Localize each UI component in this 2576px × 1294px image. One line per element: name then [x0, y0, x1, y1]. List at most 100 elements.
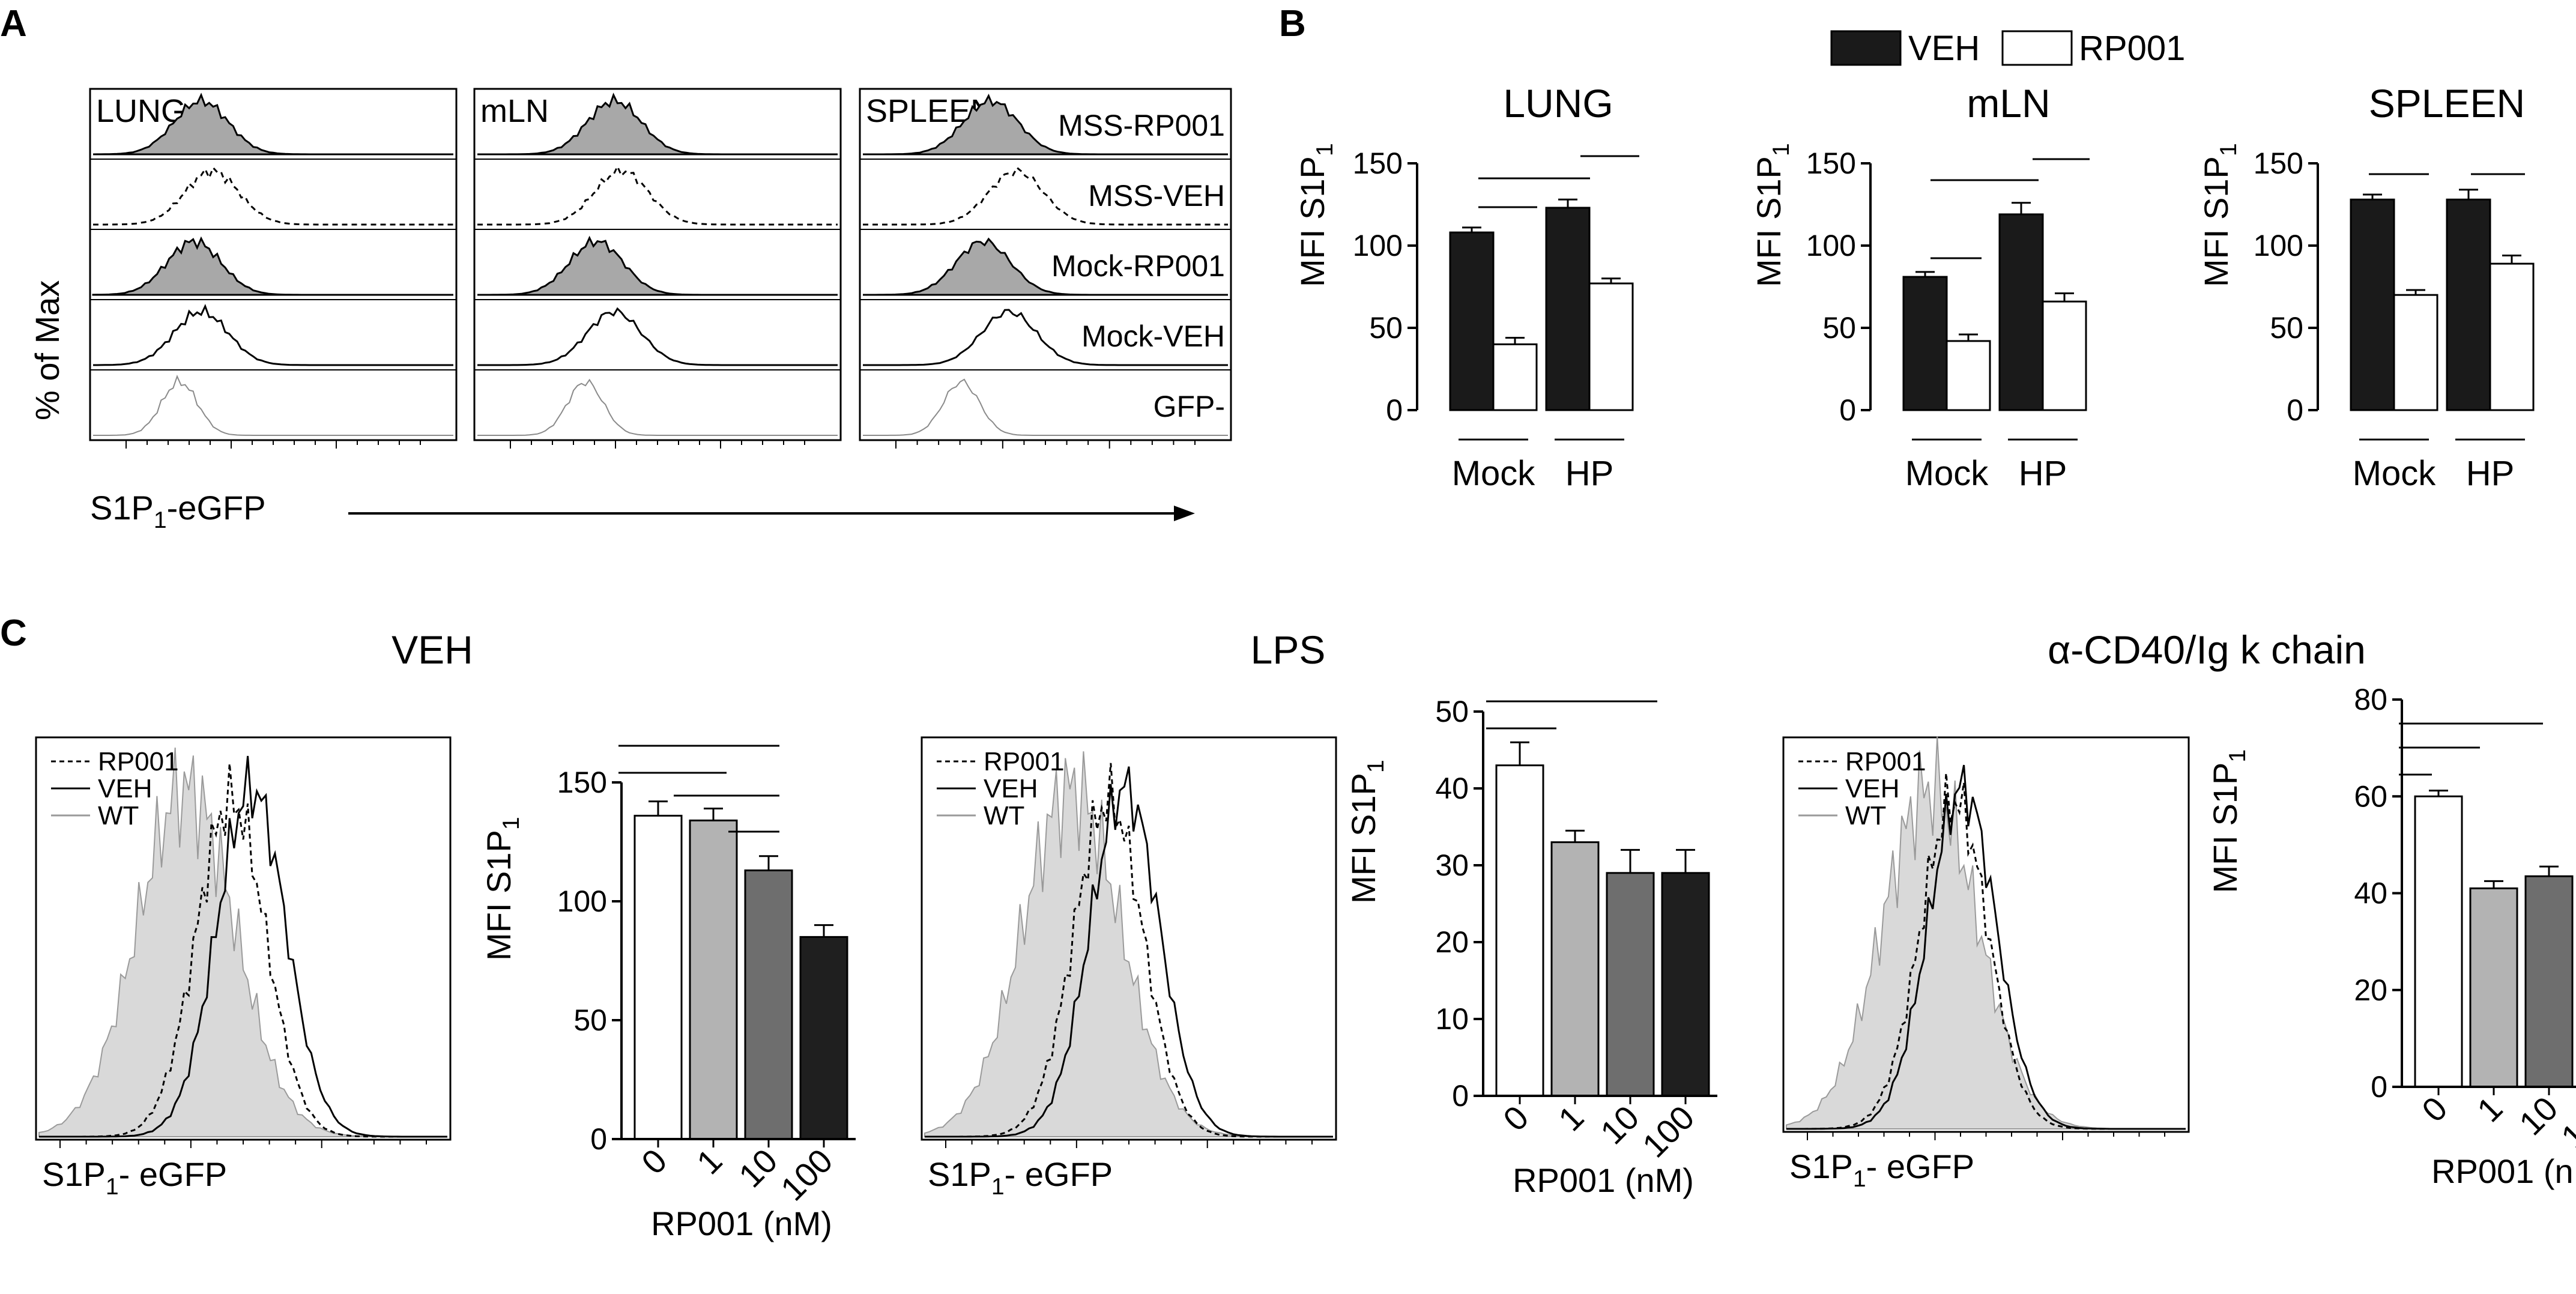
panel-label-a: A — [0, 3, 27, 44]
c-lps-bar-0 — [1495, 764, 1544, 1097]
c-lps-hist-xlabel-main: S1P — [928, 1155, 991, 1193]
c-lps-x-tick-label-10: 10 — [1593, 1098, 1646, 1152]
b-lung-ylabel: MFI S1P1 — [1293, 143, 1338, 287]
c-veh-bar-0 — [633, 814, 683, 1140]
c-veh-x-tick-label-10: 10 — [731, 1141, 785, 1195]
y-tick-label: 40 — [2354, 877, 2387, 910]
histogram-spleen-gfp- — [863, 378, 1228, 436]
y-tick-label: 100 — [1806, 229, 1856, 262]
chart-b-lung: LUNG 0 50 100 150 MFI S1P1 Mock HP — [1293, 81, 1639, 493]
y-tick-label: 100 — [2254, 229, 2303, 262]
histogram-lung-gfp- — [93, 375, 453, 436]
y-tick-label: 150 — [1353, 147, 1403, 180]
y-tick-label: 10 — [1435, 1002, 1469, 1036]
y-tick-label: 50 — [1435, 695, 1469, 728]
c-cd40-bar-0 — [2414, 795, 2463, 1088]
y-tick-label: 100 — [1353, 229, 1403, 262]
chart-b-mln: mLN 0 50 100 150 MFI S1P1 Mock HP — [1750, 81, 2090, 493]
b-mln-group-label-mock: Mock — [1905, 454, 1989, 493]
c-cd40-hist-xlabel-sub: 1 — [1853, 1166, 1866, 1192]
c-veh-xlabel: RP001 (nM) — [651, 1205, 832, 1242]
c-cd40-bar-10 — [2524, 875, 2574, 1088]
y-tick-label: 150 — [1806, 147, 1856, 180]
b-spleen-bar-mock-rp001 — [2393, 294, 2438, 411]
c-veh-x-tick-label-100: 100 — [773, 1141, 840, 1208]
y-tick-label: 0 — [1452, 1079, 1469, 1113]
c-lps-hist-xlabel-suffix: - eGFP — [1005, 1155, 1113, 1193]
histogram-mln-mock-rp001 — [477, 235, 838, 296]
y-tick-label: 40 — [1435, 772, 1469, 805]
c-cd40-legend-label: VEH — [1845, 774, 1899, 803]
c-veh-legend-label: WT — [98, 801, 139, 830]
histogram-mln-mock-veh — [477, 307, 838, 366]
histogram-spleen-mss-veh — [863, 166, 1228, 226]
c-veh-bar-100 — [799, 936, 848, 1140]
b-mln-bar-mock-rp001 — [1946, 340, 1991, 411]
b-lung-group-label-mock: Mock — [1452, 454, 1536, 493]
legend-veh-swatch — [1830, 30, 1902, 66]
panel-label-c: C — [0, 612, 27, 654]
y-tick-label: 150 — [557, 766, 607, 799]
y-tick-label: 20 — [1435, 925, 1469, 959]
c-veh-hist-xlabel: S1P1- eGFP — [42, 1155, 227, 1200]
c-lps-legend-label: RP001 — [984, 747, 1065, 776]
c-lps-x-tick-label-100: 100 — [1635, 1098, 1702, 1165]
panel-a-ylabel: % of Max — [28, 280, 66, 420]
b-mln-bar-mock-veh — [1902, 276, 1948, 411]
c-cd40-x-tick-label-1: 1 — [2470, 1089, 2510, 1129]
y-tick-label: 0 — [1386, 393, 1403, 427]
c-cd40-legend-label: RP001 — [1845, 747, 1926, 776]
c-veh-hist-xlabel-suffix: - eGFP — [119, 1155, 227, 1193]
c-lps-xlabel: RP001 (nM) — [1513, 1161, 1694, 1199]
c-veh-hist-xlabel-sub: 1 — [106, 1174, 119, 1200]
c-lps-ylabel-sub: 1 — [1363, 760, 1389, 773]
c-lps-x-tick-label-1: 1 — [1551, 1098, 1591, 1138]
histogram-lung-mss-veh — [93, 166, 453, 226]
x-arrow-head — [1174, 506, 1195, 521]
panel-a-xlabel-suffix: -eGFP — [167, 489, 266, 527]
histogram-lung-mss-rp001 — [92, 92, 453, 156]
b-spleen-bar-mock-veh — [2350, 198, 2395, 411]
c-lps-ylabel-main: MFI S1P — [1344, 773, 1382, 904]
c-veh-title: VEH — [392, 627, 473, 672]
y-tick-label: 50 — [573, 1003, 607, 1037]
c-veh-legend-label: RP001 — [98, 747, 179, 776]
c-lps-legend-label: WT — [984, 801, 1024, 830]
y-tick-label: 50 — [1822, 311, 1856, 345]
y-tick-label: 100 — [557, 884, 607, 918]
row-label-gfp-: GFP- — [1153, 390, 1225, 423]
c-lps-hist-veh — [925, 766, 1333, 1138]
legend-b: VEH RP001 — [1830, 29, 2185, 68]
b-spleen-bar-hp-veh — [2446, 198, 2491, 411]
y-tick-label: 50 — [1369, 311, 1403, 345]
b-spleen-ylabel: MFI S1P1 — [2197, 143, 2242, 287]
panel-label-b: B — [1279, 3, 1306, 44]
b-mln-ylabel-main: MFI S1P — [1750, 156, 1788, 287]
y-tick-label: 0 — [2287, 393, 2303, 427]
c-lps-bar-1 — [1550, 841, 1600, 1097]
c-lps-hist-xlabel-sub: 1 — [991, 1174, 1005, 1200]
c-lps-bar-10 — [1606, 872, 1655, 1097]
c-cd40-bar-1 — [2469, 887, 2518, 1088]
c-lps-legend-label: VEH — [984, 774, 1038, 803]
c-cd40-hist-veh — [1786, 764, 2186, 1130]
legend-rp001-label: RP001 — [2079, 29, 2185, 68]
b-lung-bar-hp-veh — [1545, 207, 1591, 411]
y-tick-label: 80 — [2354, 683, 2387, 716]
c-veh-x-tick-label-1: 1 — [689, 1141, 730, 1182]
panel-a-ylabel-main: % of Max — [28, 280, 66, 420]
y-tick-label: 150 — [2254, 147, 2303, 180]
c-veh-ylabel: MFI S1P1 — [480, 817, 524, 961]
b-spleen-title: SPLEEN — [2369, 81, 2525, 125]
histogram-spleen-mock-veh — [863, 309, 1228, 366]
c-veh-ylabel-sub: 1 — [498, 817, 524, 830]
row-label-mock-veh: Mock-VEH — [1081, 319, 1225, 353]
c-veh-bar-1 — [689, 819, 738, 1140]
c-cd40-ylabel-sub: 1 — [2225, 749, 2251, 763]
panel-a: LUNG mLN SPLEEN MSS-RP001MSS-VEHMock-RP001M… — [28, 88, 1232, 533]
b-spleen-group-label-mock: Mock — [2353, 454, 2437, 493]
